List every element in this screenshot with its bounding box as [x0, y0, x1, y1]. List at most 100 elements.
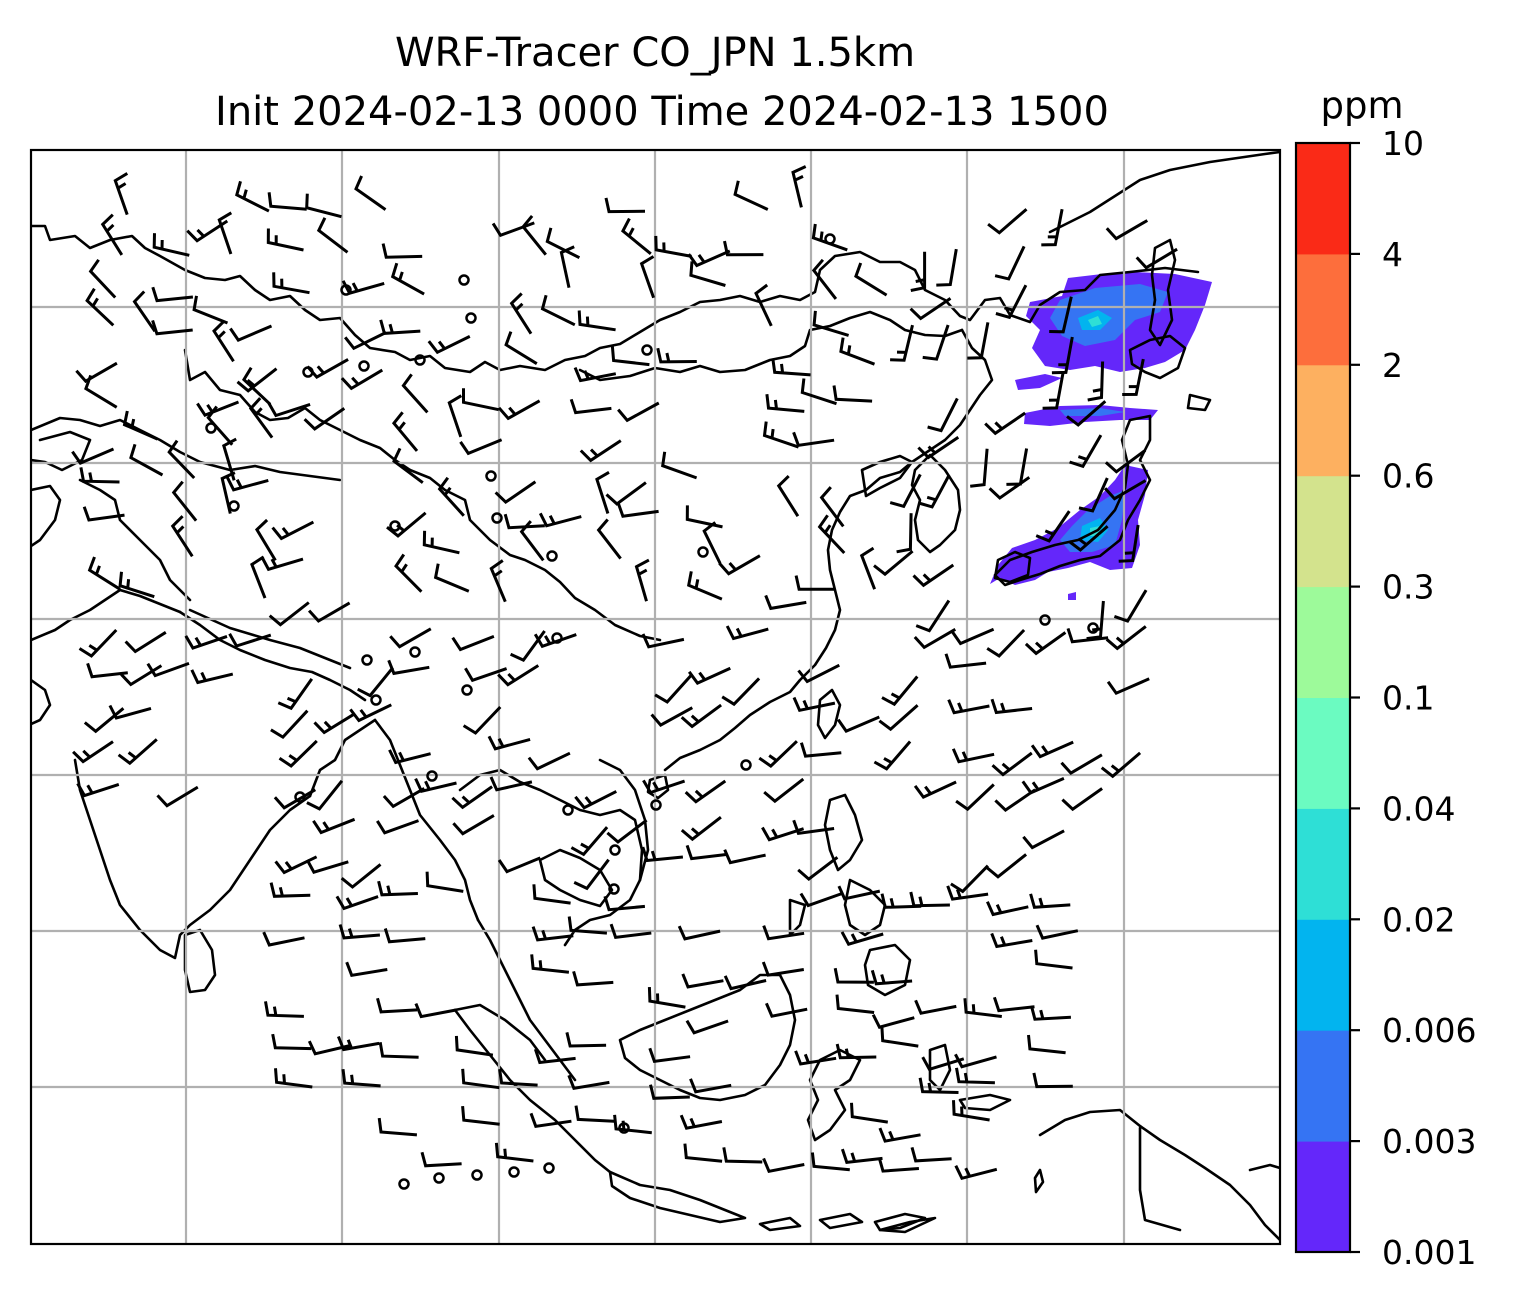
wind-barb — [462, 388, 500, 412]
wind-barb — [184, 634, 228, 650]
wind-barb — [86, 662, 128, 679]
calm-wind-marker — [641, 344, 653, 356]
wind-barb — [1106, 677, 1150, 696]
wind-barb — [167, 439, 196, 480]
wind-barb — [722, 1147, 763, 1164]
wind-barb — [723, 975, 767, 991]
wind-barb — [990, 932, 1033, 949]
coast-borneo — [618, 973, 797, 1102]
wind-barb — [1105, 219, 1149, 241]
wind-barb — [758, 740, 798, 769]
calm-wind-marker — [361, 654, 373, 666]
wind-barb — [305, 859, 349, 874]
wind-barb — [641, 633, 685, 649]
wind-barb — [687, 249, 731, 268]
wind-barb — [340, 863, 382, 889]
wind-barb — [278, 739, 318, 768]
wind-barb — [991, 751, 1033, 777]
wind-barb — [896, 513, 913, 554]
wind-barb — [873, 740, 912, 771]
wind-barb — [733, 180, 769, 211]
wind-barb — [72, 740, 114, 764]
coast-japan-kyushu — [993, 550, 1032, 584]
coast-java — [608, 1170, 747, 1224]
wind-barb — [606, 819, 648, 844]
wind-barb — [433, 563, 470, 593]
coast-kuril — [1186, 393, 1212, 412]
colorbar-segment — [1296, 475, 1350, 588]
wind-barb — [889, 473, 922, 509]
wind-barb — [248, 397, 274, 439]
wind-barb — [1027, 1034, 1066, 1055]
colorbar-tick-label: 2 — [1382, 346, 1403, 385]
wind-barb — [1100, 751, 1142, 779]
wind-barb — [835, 994, 875, 1014]
wind-barb — [1066, 400, 1107, 427]
wind-barb — [1030, 740, 1074, 759]
wind-barb — [1135, 247, 1178, 270]
wind-barb — [509, 292, 533, 335]
wind-barb — [414, 1003, 457, 1019]
wind-barb — [394, 553, 423, 593]
wind-barb — [794, 1050, 837, 1066]
wind-barb — [132, 290, 157, 333]
wind-barbs — [71, 165, 1178, 1190]
coast-russia-east — [1048, 150, 1280, 234]
calm-wind-marker — [294, 791, 306, 803]
wind-barb — [917, 435, 960, 460]
wind-barb — [792, 819, 835, 836]
wind-barb — [494, 480, 537, 505]
wind-barb — [684, 779, 727, 804]
wind-barb — [171, 480, 198, 522]
coast-iran — [31, 484, 62, 548]
wind-barb — [567, 916, 608, 935]
wind-barb — [538, 512, 582, 528]
wind-barb — [569, 398, 612, 415]
calm-wind-marker — [465, 312, 477, 324]
wind-barb — [497, 664, 540, 687]
wind-barb — [836, 715, 880, 733]
wind-barb — [349, 703, 392, 723]
wind-barb — [71, 447, 115, 465]
wind-barb — [531, 926, 574, 942]
wind-barb — [764, 594, 807, 611]
wind-barb — [1068, 525, 1109, 552]
wind-barb — [605, 481, 647, 506]
calm-wind-marker — [340, 284, 352, 296]
wind-barb — [617, 401, 660, 423]
wind-barb — [792, 696, 836, 713]
colorbar-segment — [1296, 586, 1350, 698]
colorbar-segment — [1296, 808, 1350, 920]
colorbar-tick-label: 0.04 — [1382, 789, 1455, 828]
colorbar-segments — [1296, 143, 1350, 1253]
wind-barb — [721, 677, 761, 707]
colorbar-tick-label: 0.001 — [1382, 1233, 1476, 1272]
wind-barb — [379, 319, 421, 335]
wind-barb — [190, 669, 234, 685]
wind-barb — [763, 777, 805, 804]
wind-barb — [250, 555, 267, 599]
wind-barb — [595, 471, 610, 514]
wind-barb — [156, 785, 199, 808]
wind-barb — [649, 1084, 690, 1100]
wind-barb — [75, 361, 118, 384]
colorbar: ppm 0.001 0.003 0.006 0.02 0.04 0.1 0.3 0.6 2 4 10 — [1294, 84, 1476, 1272]
wind-barb — [771, 358, 811, 377]
wind-barb — [527, 751, 571, 771]
wind-barb — [987, 208, 1028, 235]
wind-barb — [306, 358, 349, 380]
wind-barb — [388, 749, 431, 765]
wind-barb — [946, 885, 989, 901]
wind-barb — [648, 1047, 691, 1064]
calm-wind-marker — [389, 520, 401, 532]
wind-barb — [376, 997, 418, 1014]
wind-barb — [274, 855, 318, 875]
wind-barb — [754, 283, 773, 327]
wind-barb — [152, 233, 190, 257]
colorbar-ticks: 0.001 0.003 0.006 0.02 0.04 0.1 0.3 0.6 2 4 10 — [1350, 124, 1476, 1272]
wind-barb — [890, 324, 914, 362]
wind-barb — [639, 255, 656, 299]
wind-barb — [871, 1014, 915, 1029]
wind-barb — [915, 599, 951, 633]
wind-barb — [497, 399, 541, 421]
